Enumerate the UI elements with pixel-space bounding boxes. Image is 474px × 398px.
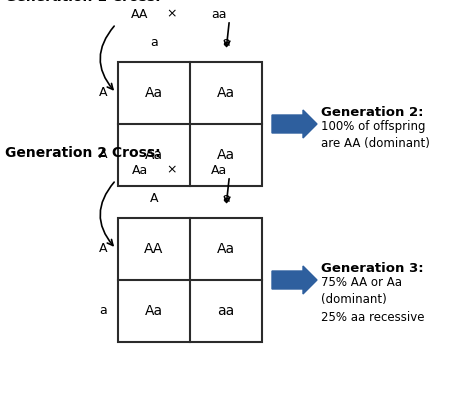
Bar — [118, 62, 262, 186]
Text: ×: × — [167, 8, 177, 21]
Text: Aa: Aa — [145, 304, 163, 318]
Text: A: A — [99, 242, 107, 256]
Bar — [118, 218, 262, 342]
Text: Generation 1 Cross:: Generation 1 Cross: — [5, 0, 161, 4]
Text: a: a — [222, 36, 230, 49]
Text: 75% AA or Aa
(dominant)
25% aa recessive: 75% AA or Aa (dominant) 25% aa recessive — [321, 276, 425, 324]
Text: A: A — [99, 148, 107, 162]
Text: Aa: Aa — [145, 86, 163, 100]
Text: Aa: Aa — [131, 164, 148, 176]
Text: Aa: Aa — [217, 148, 235, 162]
Text: a: a — [150, 36, 158, 49]
FancyArrow shape — [272, 110, 317, 138]
Text: Aa: Aa — [145, 148, 163, 162]
Text: Aa: Aa — [217, 86, 235, 100]
Text: Generation 2:: Generation 2: — [321, 106, 423, 119]
FancyArrow shape — [272, 266, 317, 294]
Text: Generation 3:: Generation 3: — [321, 262, 424, 275]
Text: AA: AA — [144, 242, 164, 256]
Text: a: a — [99, 304, 107, 318]
Text: AA: AA — [131, 8, 148, 21]
Text: A: A — [150, 192, 158, 205]
Text: a: a — [222, 192, 230, 205]
Text: ×: × — [167, 164, 177, 176]
Text: 100% of offspring
are AA (dominant): 100% of offspring are AA (dominant) — [321, 120, 430, 150]
Text: aa: aa — [212, 8, 227, 21]
Text: A: A — [99, 86, 107, 100]
Text: aa: aa — [218, 304, 235, 318]
Text: Aa: Aa — [217, 242, 235, 256]
Text: Aa: Aa — [211, 164, 228, 176]
Text: Generation 2 Cross:: Generation 2 Cross: — [5, 146, 161, 160]
